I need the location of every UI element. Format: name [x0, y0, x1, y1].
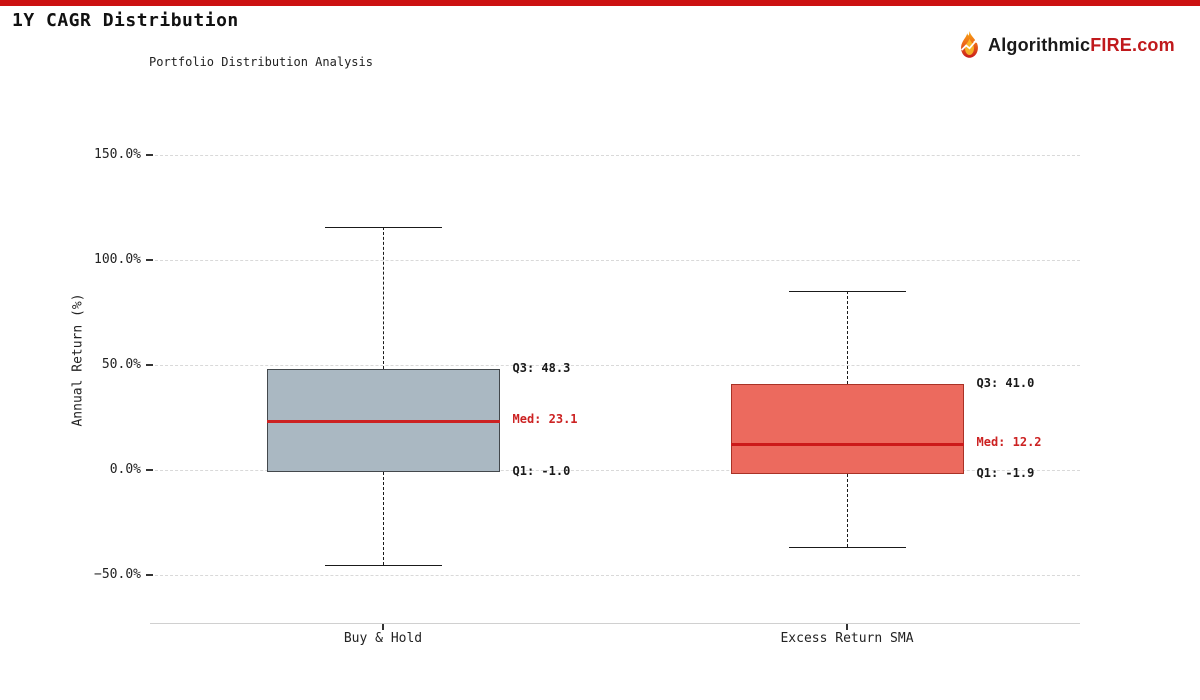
median-line: [266, 419, 500, 423]
gridline: [150, 575, 1080, 576]
lower-whisker-cap: [788, 547, 906, 549]
annotation-median: Med: 12.2: [976, 435, 1042, 450]
annotation-median: Med: 23.1: [512, 412, 578, 427]
gridline: [150, 260, 1080, 261]
x-axis-line: [150, 623, 1080, 624]
y-tick-label: 50.0%: [101, 357, 141, 372]
y-axis-tick: [146, 469, 153, 471]
logo-text-highlight: FIRE: [1090, 35, 1133, 55]
upper-whisker: [847, 291, 848, 384]
logo-text-suffix: .com: [1132, 35, 1175, 55]
logo-text: AlgorithmicFIRE.com: [988, 35, 1175, 56]
x-axis-label: Buy & Hold: [343, 631, 423, 646]
upper-whisker-cap: [324, 227, 442, 229]
accent-top-bar: [0, 0, 1200, 6]
annotation-q3: Q3: 41.0: [976, 375, 1035, 390]
annotation-q1: Q1: -1.9: [976, 465, 1035, 480]
flame-chart-icon: [961, 31, 978, 58]
y-tick-label: 100.0%: [94, 252, 141, 267]
y-axis-tick: [146, 574, 153, 576]
lower-whisker: [383, 472, 384, 565]
logo-text-prefix: Algorithmic: [988, 35, 1091, 55]
iqr-box: [730, 383, 964, 474]
x-axis-tick: [846, 624, 848, 630]
gridline: [150, 470, 1080, 471]
x-axis-label: Excess Return SMA: [780, 631, 914, 646]
x-axis-tick: [382, 624, 384, 630]
y-axis-tick: [146, 259, 153, 261]
annotation-q1: Q1: -1.0: [512, 464, 571, 479]
lower-whisker: [847, 473, 848, 548]
gridline: [150, 155, 1080, 156]
lower-whisker-cap: [324, 564, 442, 566]
upper-whisker: [383, 227, 384, 369]
page-title: 1Y CAGR Distribution: [12, 10, 239, 31]
median-line: [730, 442, 964, 446]
y-tick-label: −50.0%: [94, 567, 141, 582]
y-axis-tick: [146, 154, 153, 156]
site-logo: AlgorithmicFIRE.com: [956, 31, 1175, 60]
y-axis-tick: [146, 364, 153, 366]
y-tick-label: 0.0%: [109, 462, 141, 477]
y-tick-label: 150.0%: [94, 147, 141, 162]
chart-subtitle: Portfolio Distribution Analysis: [149, 55, 373, 69]
gridline: [150, 365, 1080, 366]
annotation-q3: Q3: 48.3: [512, 360, 571, 375]
upper-whisker-cap: [788, 291, 906, 293]
